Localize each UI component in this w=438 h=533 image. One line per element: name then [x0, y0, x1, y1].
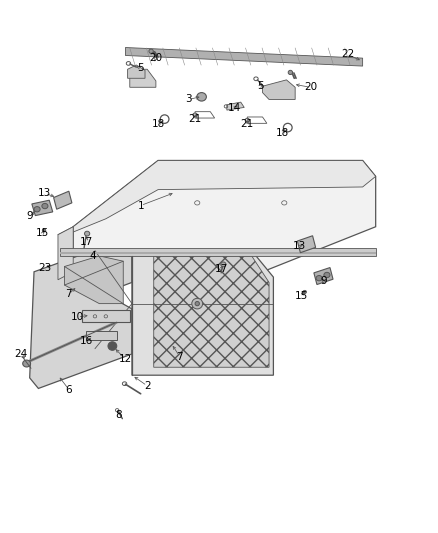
Text: 24: 24 — [14, 349, 28, 359]
Text: 20: 20 — [149, 53, 162, 63]
Ellipse shape — [197, 93, 206, 101]
Text: 10: 10 — [71, 312, 84, 322]
Polygon shape — [82, 310, 130, 322]
Text: 5: 5 — [138, 63, 144, 72]
Polygon shape — [227, 102, 244, 110]
Polygon shape — [125, 47, 363, 66]
Polygon shape — [64, 256, 123, 304]
Text: 21: 21 — [240, 119, 254, 130]
Ellipse shape — [34, 207, 40, 212]
Text: 4: 4 — [89, 251, 96, 261]
Polygon shape — [262, 80, 295, 100]
Text: 2: 2 — [144, 381, 151, 391]
Ellipse shape — [303, 290, 307, 294]
Polygon shape — [93, 251, 273, 375]
Polygon shape — [130, 69, 156, 87]
Ellipse shape — [195, 302, 199, 306]
Ellipse shape — [192, 298, 203, 309]
Text: 14: 14 — [228, 103, 241, 114]
Polygon shape — [58, 227, 73, 280]
Polygon shape — [73, 160, 376, 232]
Text: 8: 8 — [116, 410, 122, 420]
Ellipse shape — [324, 272, 330, 278]
Text: 3: 3 — [185, 94, 192, 104]
Polygon shape — [127, 65, 145, 78]
Text: 5: 5 — [257, 81, 264, 91]
Text: 9: 9 — [26, 211, 33, 221]
Polygon shape — [53, 191, 72, 209]
Ellipse shape — [23, 360, 31, 367]
Text: 12: 12 — [119, 354, 132, 364]
Text: 22: 22 — [341, 50, 354, 59]
Ellipse shape — [221, 262, 226, 266]
Polygon shape — [297, 236, 316, 253]
Text: 7: 7 — [66, 289, 72, 299]
Ellipse shape — [42, 204, 48, 209]
Text: 21: 21 — [188, 114, 201, 124]
Text: 6: 6 — [66, 384, 72, 394]
Ellipse shape — [288, 70, 293, 75]
Text: 9: 9 — [320, 276, 327, 286]
Text: 15: 15 — [36, 228, 49, 238]
Polygon shape — [86, 331, 117, 340]
Text: 7: 7 — [177, 352, 183, 361]
Polygon shape — [73, 160, 376, 272]
Polygon shape — [314, 268, 333, 285]
Ellipse shape — [316, 276, 322, 281]
Text: 16: 16 — [80, 336, 93, 346]
Text: 18: 18 — [276, 128, 289, 138]
Ellipse shape — [108, 342, 117, 350]
Text: 15: 15 — [295, 290, 308, 301]
Text: 18: 18 — [152, 119, 165, 130]
Text: 1: 1 — [138, 200, 144, 211]
Text: 23: 23 — [38, 263, 52, 273]
Polygon shape — [30, 251, 132, 389]
Text: 17: 17 — [215, 264, 228, 274]
Text: 13: 13 — [293, 241, 306, 252]
Polygon shape — [60, 252, 376, 254]
Text: 20: 20 — [304, 82, 317, 92]
Ellipse shape — [85, 231, 90, 236]
Ellipse shape — [149, 49, 153, 53]
Text: 13: 13 — [38, 188, 52, 198]
Text: 17: 17 — [80, 237, 93, 247]
Ellipse shape — [42, 229, 46, 232]
Polygon shape — [32, 200, 53, 216]
Polygon shape — [154, 256, 269, 367]
Polygon shape — [60, 248, 376, 256]
